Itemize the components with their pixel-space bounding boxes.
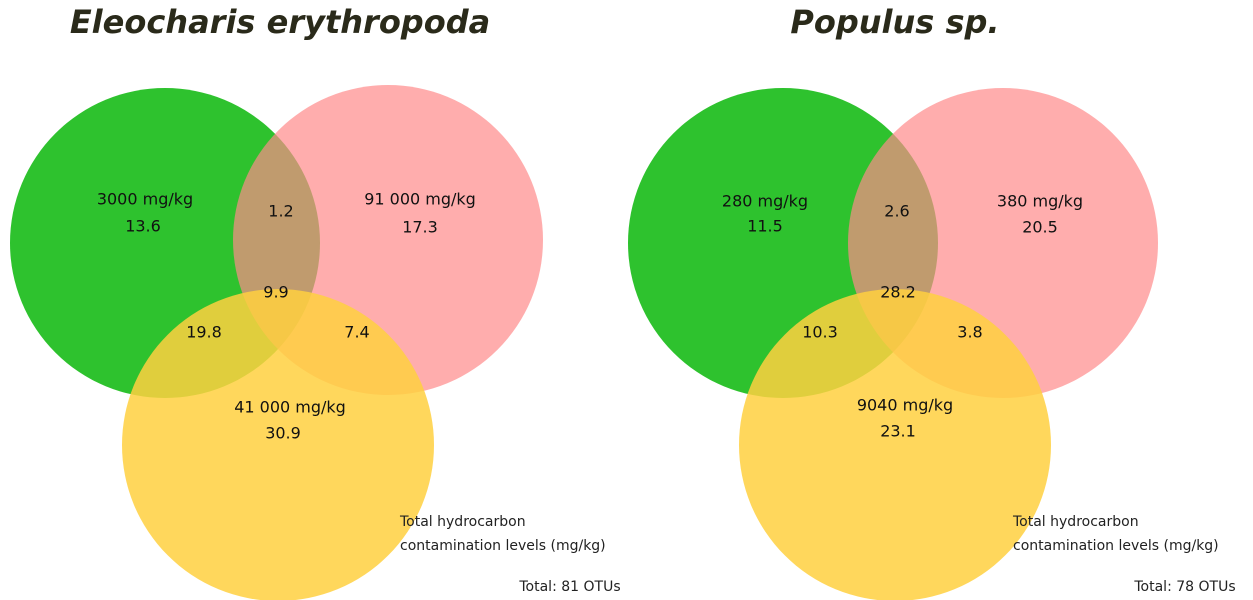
set-circle: [122, 289, 434, 600]
set-value: 17.3: [402, 218, 438, 237]
total: Total: 81 OTUs: [518, 579, 620, 595]
overlap-value: 10.3: [802, 323, 838, 342]
set-value: 23.1: [880, 422, 916, 441]
set-label: 380 mg/kg: [997, 192, 1083, 211]
set-label: 9040 mg/kg: [857, 396, 953, 415]
set-label: 41 000 mg/kg: [234, 398, 346, 417]
overlap-value: 9.9: [263, 283, 288, 302]
set-label: 3000 mg/kg: [97, 190, 193, 209]
overlap-value: 3.8: [957, 323, 982, 342]
note: contamination levels (mg/kg): [1013, 538, 1219, 554]
set-value: 11.5: [747, 217, 783, 236]
set-value: 20.5: [1022, 218, 1058, 237]
overlap-value: 7.4: [344, 323, 369, 342]
overlap-value: 1.2: [268, 202, 293, 221]
note: contamination levels (mg/kg): [400, 538, 606, 554]
note: Total hydrocarbon: [399, 514, 526, 530]
note: Total hydrocarbon: [1012, 514, 1139, 530]
overlap-value: 2.6: [884, 202, 909, 221]
set-value: 13.6: [125, 217, 161, 236]
overlap-value: 28.2: [880, 283, 916, 302]
overlap-value: 19.8: [186, 323, 222, 342]
set-label: 91 000 mg/kg: [364, 190, 476, 209]
set-label: 280 mg/kg: [722, 192, 808, 211]
set-circle: [739, 289, 1051, 600]
venn-title: Eleocharis erythropoda: [70, 3, 490, 41]
venn-title: Populus sp.: [790, 3, 999, 41]
set-value: 30.9: [265, 424, 301, 443]
total: Total: 78 OTUs: [1133, 579, 1235, 595]
